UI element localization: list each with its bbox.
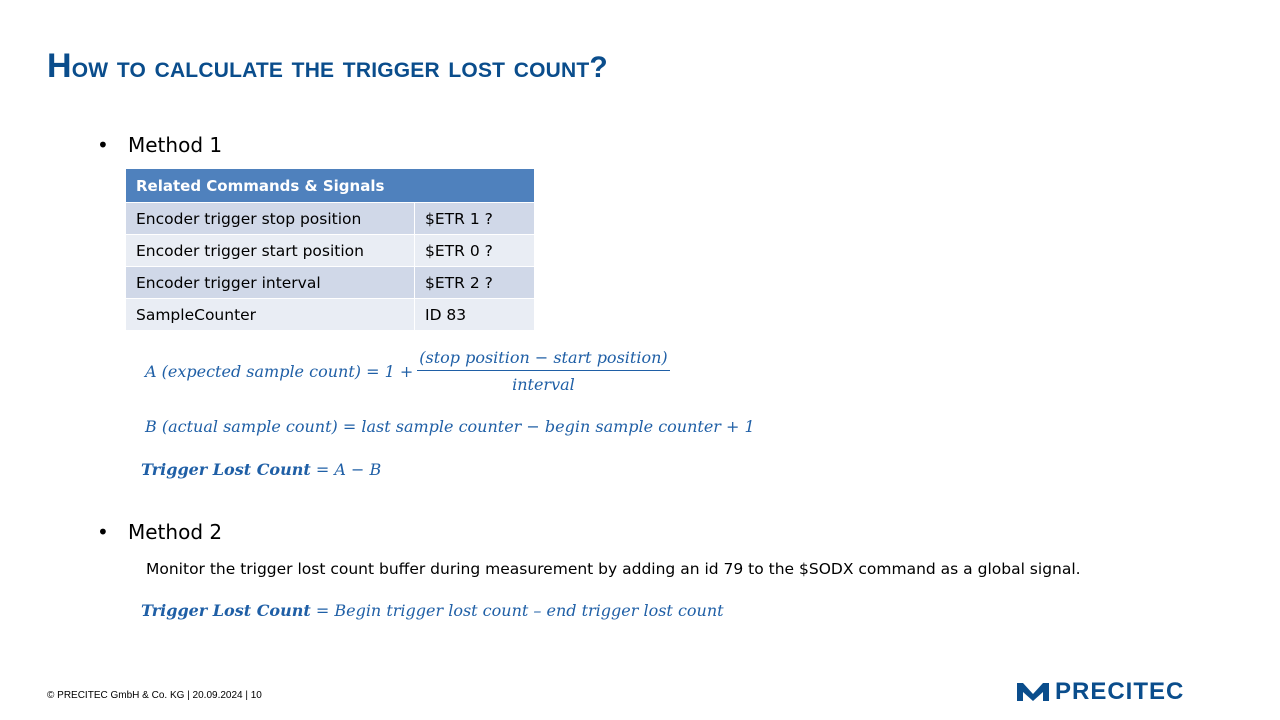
- table-cell-value: ID 83: [414, 298, 534, 330]
- title-rest: ow to calculate the trigger lost count?: [71, 51, 608, 84]
- bullet-dot: •: [97, 133, 109, 157]
- formula-actual-sample-count: B (actual sample count) = last sample co…: [145, 417, 755, 436]
- table-header: Related Commands & Signals: [126, 169, 534, 203]
- table-cell-name: SampleCounter: [126, 298, 415, 330]
- method2-label: Method 2: [128, 520, 223, 544]
- related-commands-table: Related Commands & Signals Encoder trigg…: [126, 169, 534, 330]
- precitec-m-mark-icon: [1017, 683, 1049, 701]
- formula-expected-sample-count: A (expected sample count) = 1 + (stop po…: [145, 348, 670, 394]
- method2-description: Monitor the trigger lost count buffer du…: [146, 560, 1081, 578]
- logo-text: PRECITEC: [1055, 678, 1185, 705]
- formula-label: Trigger Lost Count: [141, 601, 311, 620]
- table-row: SampleCounter ID 83: [126, 298, 534, 330]
- table-cell-name: Encoder trigger start position: [126, 234, 415, 267]
- formula-rest: = Begin trigger lost count – end trigger…: [310, 601, 724, 620]
- table-cell-value: $ETR 1 ?: [414, 202, 534, 235]
- slide-title: How to calculate the trigger lost count?: [47, 46, 608, 88]
- title-initial: H: [47, 47, 72, 85]
- table-row: Encoder trigger interval $ETR 2 ?: [126, 266, 534, 299]
- formula-trigger-lost-count-method2: Trigger Lost Count = Begin trigger lost …: [141, 601, 724, 620]
- formula-label: Trigger Lost Count: [141, 460, 311, 479]
- table-cell-name: Encoder trigger stop position: [126, 202, 415, 235]
- method2-bullet: • Method 2: [97, 519, 222, 545]
- method1-label: Method 1: [128, 133, 223, 157]
- table-cell-name: Encoder trigger interval: [126, 266, 415, 299]
- table-cell-value: $ETR 2 ?: [414, 266, 534, 299]
- precitec-logo: PRECITEC: [1017, 678, 1185, 705]
- table-row: Encoder trigger stop position $ETR 1 ?: [126, 202, 534, 235]
- method1-bullet: • Method 1: [97, 132, 222, 158]
- formula-a-fraction: (stop position − start position) interva…: [417, 348, 670, 394]
- bullet-dot: •: [97, 520, 109, 544]
- formula-a-numerator: (stop position − start position): [417, 348, 670, 371]
- footer-copyright: © PRECITEC GmbH & Co. KG | 20.09.2024 | …: [47, 690, 262, 701]
- table-cell-value: $ETR 0 ?: [414, 234, 534, 267]
- table-row: Encoder trigger start position $ETR 0 ?: [126, 234, 534, 267]
- formula-trigger-lost-count-method1: Trigger Lost Count = A − B: [141, 460, 381, 479]
- formula-a-lhs: A (expected sample count) = 1 +: [145, 361, 414, 381]
- formula-rest: = A − B: [310, 460, 382, 479]
- formula-a-denominator: interval: [512, 375, 575, 394]
